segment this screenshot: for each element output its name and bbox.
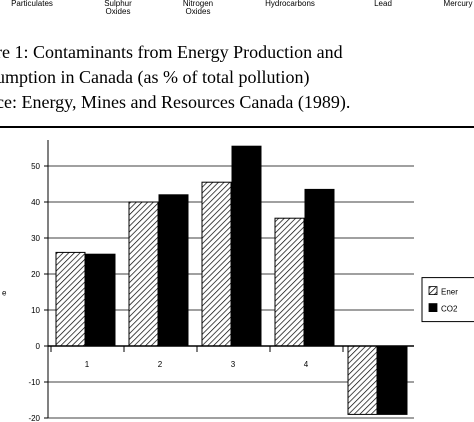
- bar: [304, 188, 335, 347]
- caption-rule: [0, 126, 474, 128]
- legend-box: [421, 277, 474, 323]
- y-tick-label: 10: [31, 306, 40, 315]
- top-label-sulphur-oxides: Sulphur Oxides: [104, 0, 132, 16]
- bar: [231, 145, 262, 347]
- bar: [158, 194, 189, 347]
- top-label-mercury: Mercury: [443, 0, 473, 8]
- top-label-hydrocarbons: Hydrocarbons: [265, 0, 315, 8]
- x-tick-label: 2: [158, 360, 163, 369]
- y-tick-label: 30: [31, 234, 40, 243]
- figure-caption: re 1: Contaminants from Energy Productio…: [0, 40, 474, 115]
- legend-swatch: [428, 286, 438, 296]
- bar: [274, 217, 305, 347]
- caption-line-1: re 1: Contaminants from Energy Productio…: [0, 42, 343, 62]
- bar: [201, 181, 232, 347]
- y-tick-label: 0: [36, 342, 41, 351]
- y-tick-label: 20: [31, 270, 40, 279]
- top-label-particulates: Particulates: [11, 0, 53, 8]
- x-tick-label: 1: [85, 360, 90, 369]
- legend-swatch: [428, 303, 438, 313]
- y-tick-label: 50: [31, 162, 40, 171]
- top-label-nitrogen-oxides: Nitrogen Oxides: [182, 0, 214, 16]
- y-axis-label: e: [2, 289, 7, 298]
- legend-label: Ener: [441, 288, 458, 297]
- top-label-lead: Lead: [374, 0, 392, 8]
- y-tick-label: -10: [28, 378, 40, 387]
- x-tick-label: 3: [231, 360, 236, 369]
- bar: [55, 251, 86, 347]
- y-tick-label: -20: [28, 414, 40, 422]
- bar: [85, 253, 116, 347]
- top-category-labels: Particulates Sulphur Oxides Nitrogen Oxi…: [0, 0, 474, 28]
- bar: [377, 345, 408, 415]
- y-tick-label: 40: [31, 198, 40, 207]
- caption-line-2: umption in Canada (as % of total polluti…: [0, 67, 310, 87]
- caption-line-3: ce: Energy, Mines and Resources Canada (…: [0, 92, 351, 112]
- bar: [128, 201, 159, 347]
- x-tick-label: 4: [304, 360, 309, 369]
- bar: [347, 345, 378, 415]
- legend-label: CO2: [441, 305, 458, 314]
